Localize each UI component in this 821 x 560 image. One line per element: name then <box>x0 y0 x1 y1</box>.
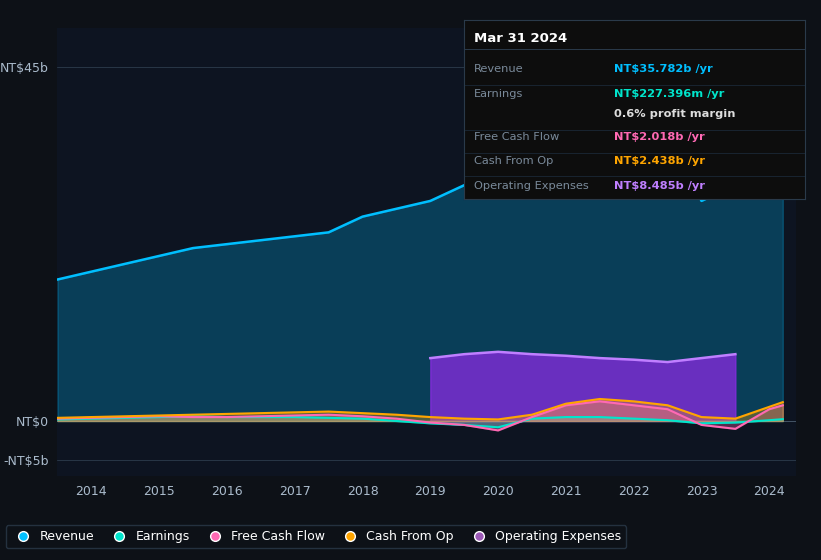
Text: NT$2.438b /yr: NT$2.438b /yr <box>614 156 704 166</box>
Legend: Revenue, Earnings, Free Cash Flow, Cash From Op, Operating Expenses: Revenue, Earnings, Free Cash Flow, Cash … <box>6 525 626 548</box>
Text: Free Cash Flow: Free Cash Flow <box>474 133 559 142</box>
Text: 0.6% profit margin: 0.6% profit margin <box>614 109 736 119</box>
Text: NT$2.018b /yr: NT$2.018b /yr <box>614 133 704 142</box>
Text: Cash From Op: Cash From Op <box>474 156 553 166</box>
Text: Operating Expenses: Operating Expenses <box>474 181 589 191</box>
Text: Revenue: Revenue <box>474 64 524 74</box>
Text: NT$227.396m /yr: NT$227.396m /yr <box>614 90 724 100</box>
Text: NT$8.485b /yr: NT$8.485b /yr <box>614 181 704 191</box>
Text: Mar 31 2024: Mar 31 2024 <box>474 32 567 45</box>
Text: Earnings: Earnings <box>474 90 524 100</box>
Text: NT$35.782b /yr: NT$35.782b /yr <box>614 64 713 74</box>
